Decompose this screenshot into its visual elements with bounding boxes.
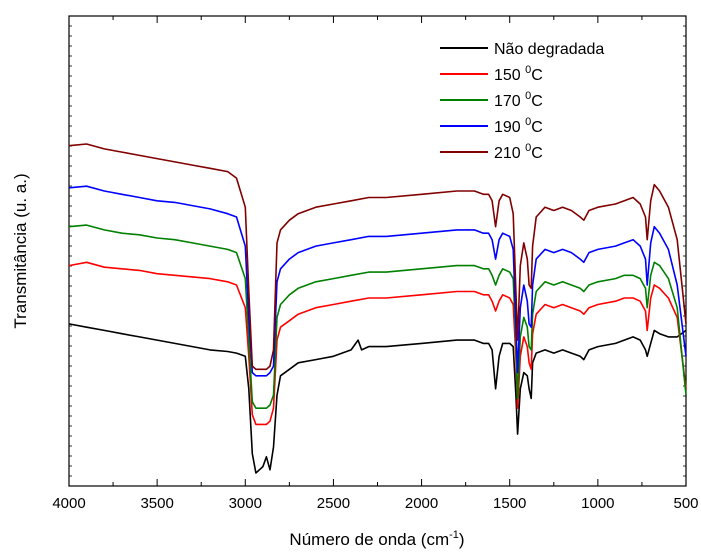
series-lines <box>68 143 687 474</box>
legend-label: 170 0C <box>494 90 543 110</box>
legend-label: Não degradada <box>494 41 604 58</box>
x-tick-label: 1500 <box>493 495 526 512</box>
series-line-0 <box>68 323 687 474</box>
x-tick-label: 4000 <box>52 495 85 512</box>
x-tick-label: 3000 <box>229 495 262 512</box>
x-tick-label: 2000 <box>405 495 438 512</box>
series-line-3 <box>68 185 687 377</box>
x-tick-label: 2500 <box>317 495 350 512</box>
series-line-4 <box>68 143 687 371</box>
series-line-1 <box>68 261 687 426</box>
x-axis: 4000 3500 3000 2500 2000 1500 1000 500 <box>52 16 699 512</box>
x-tick-label: 3500 <box>140 495 173 512</box>
legend-label: 210 0C <box>494 142 543 162</box>
y-axis-label: Transmitância (u. a.) <box>11 173 30 328</box>
x-axis-label: Número de onda (cm-1) <box>289 529 464 549</box>
legend-label: 150 0C <box>494 64 543 84</box>
x-tick-label: 500 <box>673 495 698 512</box>
legend: Não degradada 150 0C 170 0C 190 0C 210 0C <box>440 41 604 162</box>
series-line-2 <box>68 224 687 409</box>
x-tick-label: 1000 <box>581 495 614 512</box>
legend-label: 190 0C <box>494 116 543 136</box>
